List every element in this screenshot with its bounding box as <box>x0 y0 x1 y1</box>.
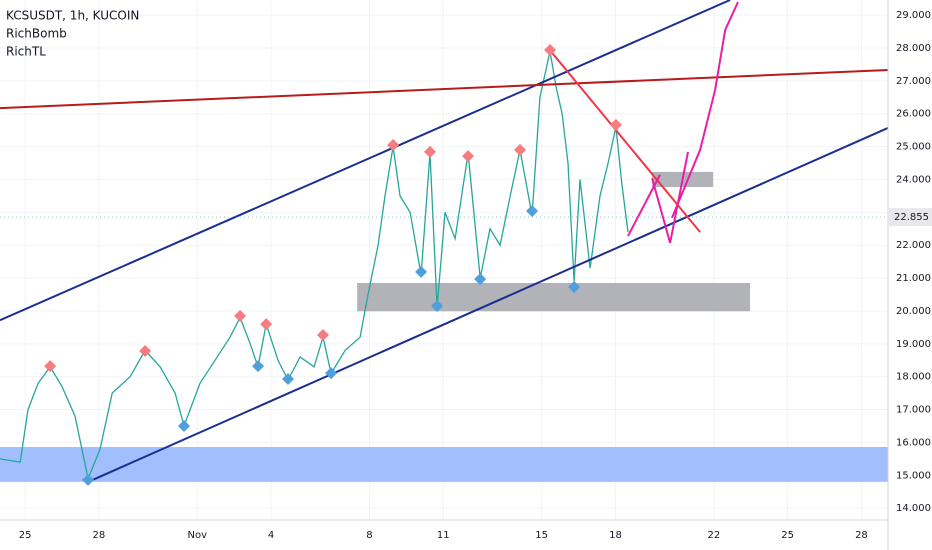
high-marker <box>462 150 475 163</box>
y-tick-label: 14.000 <box>896 503 931 514</box>
trend-line <box>547 47 701 233</box>
trend-line <box>651 151 689 244</box>
y-tick-label: 16.000 <box>896 437 931 448</box>
low-marker <box>82 473 95 486</box>
x-tick-label: 25 <box>19 530 32 541</box>
y-tick-label: 26.000 <box>896 109 931 120</box>
y-tick-label: 18.000 <box>896 372 931 383</box>
y-tick-label: 19.000 <box>896 339 931 350</box>
y-tick-label: 24.000 <box>896 174 931 185</box>
trend-line <box>0 0 731 322</box>
x-tick-label: 18 <box>609 530 622 541</box>
y-tick-label: 27.000 <box>896 76 931 87</box>
y-tick-label: 21.000 <box>896 273 931 284</box>
x-tick-label: 8 <box>366 530 372 541</box>
x-tick-label: 28 <box>855 530 868 541</box>
low-marker <box>568 280 581 293</box>
y-tick-label: 15.000 <box>896 470 931 481</box>
trend-line <box>671 1 739 219</box>
high-marker <box>44 360 57 373</box>
price-line <box>0 51 629 481</box>
low-marker <box>325 367 338 380</box>
x-tick-label: 4 <box>268 530 274 541</box>
low-marker <box>252 360 265 373</box>
high-marker <box>260 318 273 331</box>
low-marker <box>282 372 295 385</box>
x-tick-label: 22 <box>707 530 720 541</box>
chart-title: KCSUSDT, 1h, KUCOIN <box>6 9 139 23</box>
x-tick-label: 25 <box>781 530 794 541</box>
y-tick-label: 25.000 <box>896 142 931 153</box>
high-marker <box>514 143 527 156</box>
y-tick-label: 22.000 <box>896 240 931 251</box>
indicator-label: RichBomb <box>6 27 67 41</box>
low-marker <box>474 273 487 286</box>
high-marker <box>139 345 152 358</box>
high-marker <box>423 145 436 158</box>
high-marker <box>609 118 622 131</box>
y-tick-label: 29.000 <box>896 10 931 21</box>
y-tick-label: 17.000 <box>896 405 931 416</box>
trend-line <box>0 69 889 110</box>
low-marker <box>431 300 444 313</box>
low-marker <box>526 205 539 218</box>
low-marker <box>177 419 190 432</box>
high-marker <box>234 309 247 322</box>
trend-line <box>87 126 889 483</box>
last-price-label: 22.855 <box>894 212 929 223</box>
x-tick-label: 28 <box>93 530 106 541</box>
zone <box>357 283 751 312</box>
x-tick-label: Nov <box>188 530 208 541</box>
low-marker <box>415 265 428 278</box>
plot-area <box>0 0 889 520</box>
zone <box>0 447 888 482</box>
high-marker <box>316 328 329 341</box>
x-tick-label: 11 <box>437 530 450 541</box>
high-marker <box>544 43 557 56</box>
high-marker <box>387 138 400 151</box>
y-tick-label: 20.000 <box>896 306 931 317</box>
x-tick-label: 15 <box>535 530 548 541</box>
indicator-label: RichTL <box>6 45 46 59</box>
y-tick-label: 28.000 <box>896 43 931 54</box>
last-price-box <box>888 208 932 227</box>
